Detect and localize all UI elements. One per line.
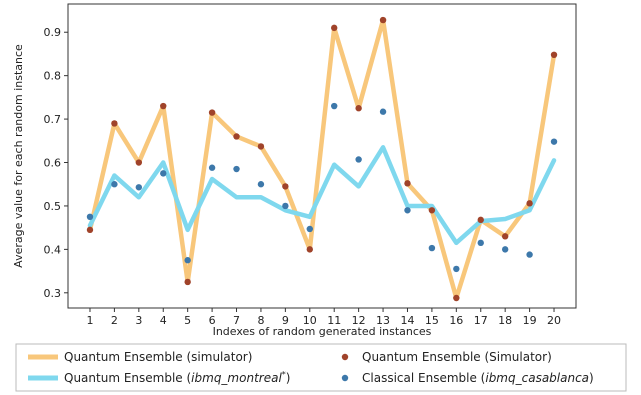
series-3-point: [233, 165, 240, 173]
legend-label-montreal-line: Quantum Ensemble (ibmq_montreal*): [64, 370, 290, 385]
series-2-point: [477, 216, 484, 224]
series-points: [86, 16, 558, 302]
series-3-point: [379, 108, 387, 115]
y-tick-label: 0.7: [44, 113, 62, 126]
x-tick-label: 10: [303, 314, 317, 327]
series-3-point: [135, 184, 143, 191]
x-tick-label: 8: [257, 314, 264, 327]
series-3-point: [404, 207, 411, 214]
series-3-point: [355, 156, 362, 163]
legend-box: [15, 343, 627, 392]
series-2-point: [453, 294, 460, 302]
series-2-point: [526, 200, 533, 207]
series-2-point: [355, 105, 362, 112]
x-tick-label: 1: [86, 314, 93, 327]
x-tick-label: 4: [160, 314, 167, 327]
x-tick-label: 16: [449, 314, 463, 327]
series-2-point: [404, 180, 411, 187]
legend-marker-simulator-points: [341, 353, 349, 361]
series-2-point: [86, 226, 94, 234]
x-axis-label: Indexes of random generated instances: [213, 325, 432, 338]
legend-marker-casablanca-points: [341, 374, 349, 382]
series-2-point: [550, 51, 558, 59]
series-3-point: [550, 138, 558, 145]
x-tick-label: 2: [111, 314, 118, 327]
x-tick-label: 18: [498, 314, 512, 327]
series-2-point: [282, 183, 289, 190]
x-tick-label: 5: [184, 314, 191, 327]
x-tick-label: 11: [327, 314, 341, 327]
y-tick-label: 0.4: [44, 243, 62, 256]
series-3-point: [501, 246, 509, 253]
series-3-point: [184, 257, 191, 264]
series-2-point: [208, 109, 216, 116]
x-tick-label: 17: [474, 314, 488, 327]
x-tick-label: 14: [400, 314, 414, 327]
series-3-point: [160, 170, 167, 177]
y-axis: 0.3 0.4 0.5 0.6 0.7 0.8 0.9: [44, 26, 68, 300]
series-line-1: [87, 145, 557, 246]
series-3-point: [208, 164, 216, 171]
y-tick-label: 0.9: [44, 26, 62, 39]
legend: Quantum Ensemble (simulator) Quantum Ens…: [15, 343, 627, 392]
series-3-point: [331, 102, 338, 110]
x-axis: 1 2 3 4 5 6 7 8 9 10 11 12 13 14 15 16 17 18 19 20: [86, 308, 561, 327]
series-2-point: [160, 102, 167, 110]
legend-label-simulator-points: Quantum Ensemble (Simulator): [362, 350, 552, 364]
series-3-point: [526, 251, 533, 258]
y-tick-label: 0.6: [44, 157, 62, 170]
series-lines: [87, 17, 557, 301]
series-3-point: [282, 202, 289, 210]
legend-label-casablanca-points: Classical Ensemble (ibmq_casablanca): [362, 371, 594, 385]
series-2-point: [428, 207, 436, 214]
x-tick-label: 19: [523, 314, 537, 327]
y-tick-label: 0.8: [44, 70, 62, 83]
x-tick-label: 9: [282, 314, 289, 327]
series-3-point: [257, 181, 265, 188]
y-tick-label: 0.5: [44, 200, 62, 213]
x-tick-label: 15: [425, 314, 439, 327]
x-tick-label: 13: [376, 314, 390, 327]
series-2-point: [135, 159, 143, 166]
series-3-point: [453, 265, 460, 273]
series-line-0: [87, 17, 557, 301]
series-3-point: [306, 225, 313, 233]
series-2-point: [501, 233, 509, 240]
series-3-point: [111, 181, 118, 188]
x-tick-label: 12: [352, 314, 366, 327]
series-2-point: [233, 133, 240, 140]
y-axis-label: Average value for each random instance: [12, 44, 25, 268]
x-tick-label: 3: [135, 314, 142, 327]
y-tick-label: 0.3: [44, 287, 62, 300]
series-2-point: [331, 24, 338, 32]
series-2-point: [111, 120, 118, 127]
series-2-point: [379, 16, 387, 24]
x-tick-label: 6: [209, 314, 216, 327]
legend-label-simulator-line: Quantum Ensemble (simulator): [64, 350, 252, 364]
series-3-point: [86, 213, 94, 220]
x-tick-label: 20: [547, 314, 561, 327]
series-3-point: [477, 239, 484, 247]
x-tick-label: 7: [233, 314, 240, 327]
series-2-point: [184, 278, 191, 286]
series-3-point: [428, 244, 436, 252]
series-2-point: [306, 246, 313, 253]
series-2-point: [257, 143, 265, 150]
